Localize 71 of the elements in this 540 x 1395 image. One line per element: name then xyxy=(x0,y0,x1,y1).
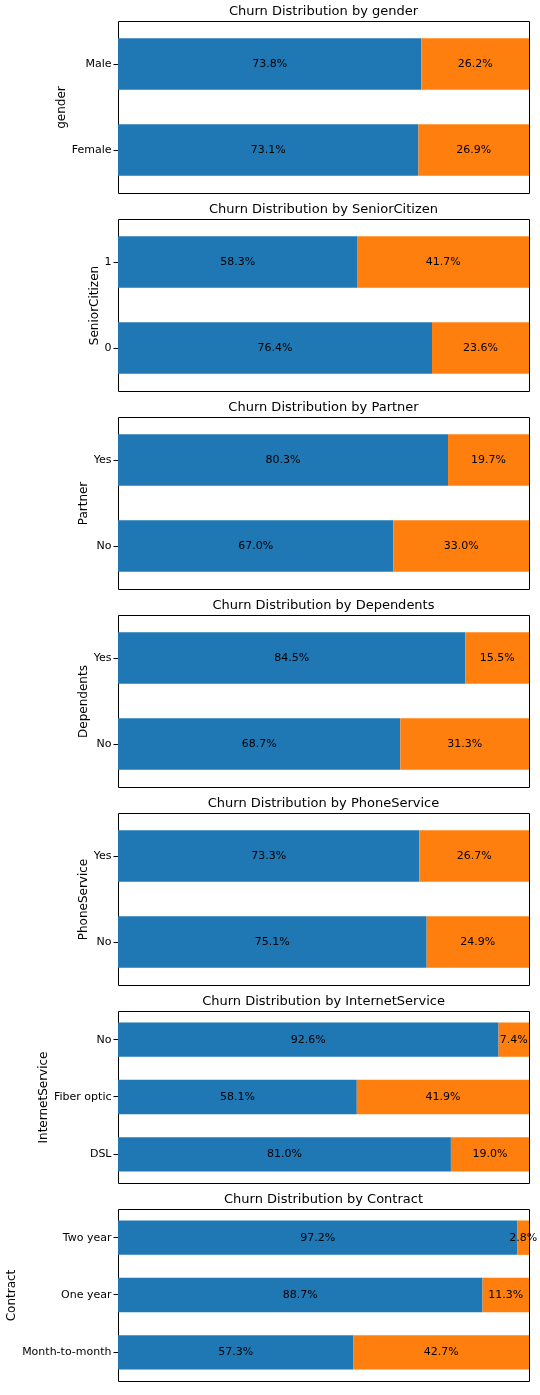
data-label: 84.5% xyxy=(274,651,310,664)
bar xyxy=(356,1079,529,1115)
data-label: 88.7% xyxy=(282,1288,318,1301)
data-label: 19.7% xyxy=(471,453,506,466)
data-label: 97.2% xyxy=(300,1230,336,1244)
y-axis-title: Dependents xyxy=(75,665,90,738)
y-tick-label: No xyxy=(96,935,112,948)
y-tick-label: Two year xyxy=(61,1230,112,1244)
data-label: 73.1% xyxy=(250,143,286,156)
data-label: 81.0% xyxy=(266,1147,302,1161)
data-label: 80.3% xyxy=(265,453,301,466)
chart-title: Churn Distribution by PhoneService xyxy=(207,795,440,810)
y-tick-label: Yes xyxy=(92,651,112,664)
data-label: 73.3% xyxy=(251,849,287,862)
y-axis-title: SeniorCitizen xyxy=(86,265,101,346)
data-label: 15.5% xyxy=(479,651,515,664)
data-label: 75.1% xyxy=(254,935,290,948)
data-label: 23.6% xyxy=(463,341,498,354)
data-label: 26.2% xyxy=(457,57,493,70)
bar xyxy=(498,1022,529,1057)
data-label: 57.3% xyxy=(218,1345,254,1359)
y-tick-label: DSL xyxy=(89,1147,113,1161)
y-tick-label: Month-to-month xyxy=(22,1345,112,1359)
y-tick-label: Yes xyxy=(92,453,112,466)
data-label: 26.7% xyxy=(456,849,492,862)
y-tick-label: Male xyxy=(85,57,112,70)
bar xyxy=(353,1335,529,1370)
y-tick-label: No xyxy=(96,1032,112,1046)
bar xyxy=(450,1137,529,1172)
data-label: 31.3% xyxy=(447,737,483,750)
y-axis-title: Partner xyxy=(75,481,90,526)
data-label: 41.7% xyxy=(425,255,461,268)
bar xyxy=(118,1022,499,1057)
y-axis-title: PhoneService xyxy=(75,858,90,941)
chart-title: Churn Distribution by Dependents xyxy=(212,597,435,612)
data-label: 58.3% xyxy=(220,255,256,268)
y-tick-label: 0 xyxy=(104,341,112,354)
y-tick-label: Fiber optic xyxy=(54,1090,112,1103)
bar xyxy=(118,1335,354,1370)
data-label: 42.7% xyxy=(423,1345,459,1359)
y-tick-label: 1 xyxy=(104,255,112,268)
data-label: 7.4% xyxy=(499,1032,528,1046)
data-label: 58.1% xyxy=(219,1090,255,1103)
chart-title: Churn Distribution by SeniorCitizen xyxy=(209,201,438,216)
data-label: 2.8% xyxy=(509,1230,538,1244)
bar xyxy=(118,1079,357,1115)
y-axis-title: InternetService xyxy=(36,1051,51,1144)
data-label: 33.0% xyxy=(443,539,479,552)
bar xyxy=(118,1277,483,1313)
y-axis-title: gender xyxy=(53,86,68,129)
data-label: 68.7% xyxy=(241,737,277,750)
y-axis-title: Contract xyxy=(4,1269,19,1322)
chart-title: Churn Distribution by Contract xyxy=(223,1191,424,1206)
y-tick-label: One year xyxy=(61,1288,112,1301)
data-label: 41.9% xyxy=(425,1090,461,1103)
data-label: 67.0% xyxy=(238,539,274,552)
y-tick-label: Yes xyxy=(92,849,112,862)
data-label: 19.0% xyxy=(472,1147,508,1161)
chart-title: Churn Distribution by Partner xyxy=(228,399,420,414)
chart-title: Churn Distribution by gender xyxy=(228,3,419,18)
y-tick-label: No xyxy=(96,539,112,552)
data-label: 26.9% xyxy=(456,143,492,156)
chart-title: Churn Distribution by InternetService xyxy=(202,993,445,1008)
y-tick-label: Female xyxy=(71,143,112,156)
data-label: 11.3% xyxy=(488,1288,524,1301)
data-label: 24.9% xyxy=(460,935,496,948)
y-tick-label: No xyxy=(96,737,112,750)
data-label: 76.4% xyxy=(257,341,293,354)
data-label: 92.6% xyxy=(290,1032,326,1046)
bar xyxy=(118,1137,451,1172)
data-label: 73.8% xyxy=(252,57,288,70)
